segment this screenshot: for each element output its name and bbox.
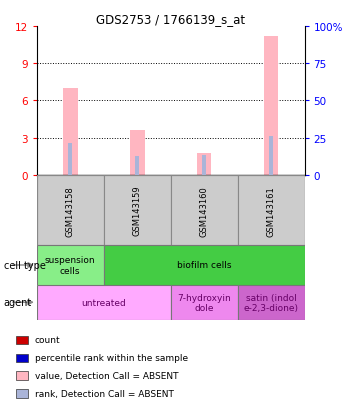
Bar bbox=[104, 176, 171, 246]
Text: rank, Detection Call = ABSENT: rank, Detection Call = ABSENT bbox=[35, 389, 174, 398]
Bar bbox=[197, 153, 211, 176]
Bar bbox=[130, 131, 145, 176]
Text: 7-hydroxyin
dole: 7-hydroxyin dole bbox=[177, 293, 231, 312]
Bar bbox=[68, 143, 72, 176]
Text: biofilm cells: biofilm cells bbox=[177, 261, 231, 270]
Text: GSM143158: GSM143158 bbox=[66, 185, 75, 236]
Text: agent: agent bbox=[4, 297, 32, 308]
Text: satin (indol
e-2,3-dione): satin (indol e-2,3-dione) bbox=[244, 293, 299, 312]
Bar bbox=[63, 89, 78, 176]
Bar bbox=[16, 354, 28, 362]
Text: GSM143159: GSM143159 bbox=[133, 185, 142, 236]
Bar bbox=[37, 285, 171, 320]
Bar bbox=[16, 336, 28, 344]
Text: cell type: cell type bbox=[4, 260, 46, 271]
Text: GSM143161: GSM143161 bbox=[267, 185, 275, 236]
Title: GDS2753 / 1766139_s_at: GDS2753 / 1766139_s_at bbox=[96, 13, 245, 26]
Text: percentile rank within the sample: percentile rank within the sample bbox=[35, 354, 188, 363]
Bar bbox=[37, 176, 104, 246]
Bar bbox=[238, 176, 304, 246]
Text: untreated: untreated bbox=[81, 298, 126, 307]
Bar bbox=[37, 246, 104, 285]
Bar bbox=[16, 389, 28, 398]
Bar bbox=[202, 156, 206, 176]
Bar bbox=[269, 137, 273, 176]
Text: count: count bbox=[35, 336, 61, 344]
Bar bbox=[171, 285, 238, 320]
Bar bbox=[16, 372, 28, 380]
Text: GSM143160: GSM143160 bbox=[199, 185, 209, 236]
Bar bbox=[135, 157, 139, 176]
Bar bbox=[264, 37, 278, 176]
Bar bbox=[104, 246, 304, 285]
Bar bbox=[171, 176, 238, 246]
Bar bbox=[238, 285, 304, 320]
Text: suspension
cells: suspension cells bbox=[45, 256, 96, 275]
Text: value, Detection Call = ABSENT: value, Detection Call = ABSENT bbox=[35, 371, 178, 380]
